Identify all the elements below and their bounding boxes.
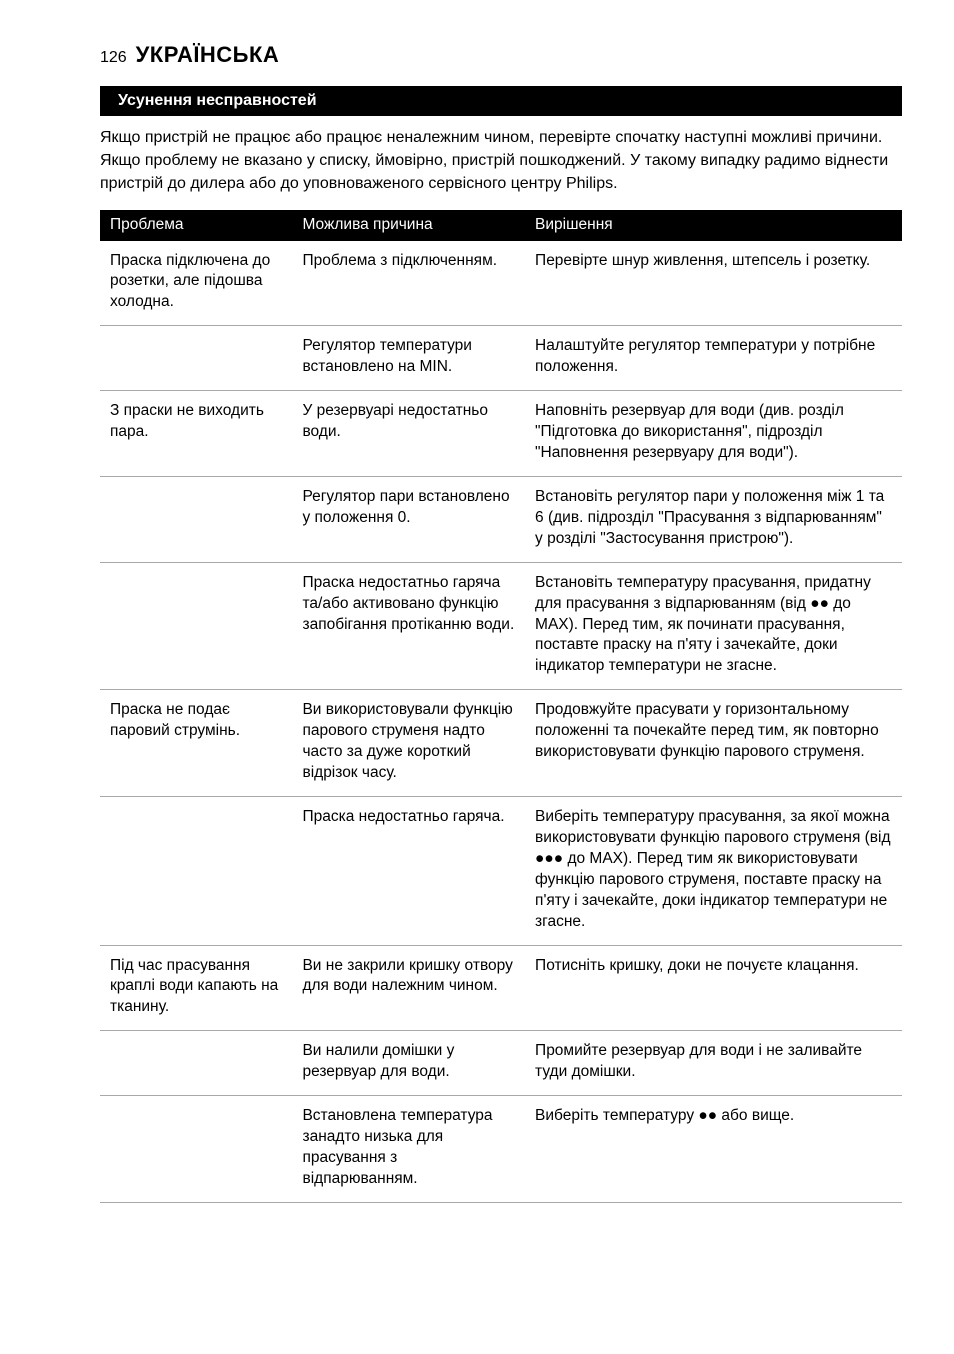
cell-problem	[100, 476, 292, 562]
cell-problem	[100, 562, 292, 690]
section-title-bar: Усунення несправностей	[100, 86, 902, 116]
table-row: Праска не подає паровий струмінь. Ви вик…	[100, 690, 902, 797]
cell-cause: Ви налили домішки у резервуар для води.	[292, 1031, 525, 1096]
cell-problem	[100, 1031, 292, 1096]
page-header: 126 УКРАЇНСЬКА	[0, 42, 954, 86]
table-row: Праска недостатньо гаряча та/або активов…	[100, 562, 902, 690]
col-header-problem: Проблема	[100, 210, 292, 241]
cell-cause: Ви використовували функцію парового стру…	[292, 690, 525, 797]
table-row: Регулятор пари встановлено у положення 0…	[100, 476, 902, 562]
cell-cause: Ви не закрили кришку отвору для води нал…	[292, 945, 525, 1031]
cell-cause: У резервуарі недостатньо води.	[292, 391, 525, 477]
col-header-solution: Вирішення	[525, 210, 902, 241]
cell-solution: Виберіть температуру прасування, за якої…	[525, 797, 902, 946]
cell-solution: Перевірте шнур живлення, штепсель і розе…	[525, 240, 902, 326]
page-number: 126	[100, 49, 127, 66]
table-row: З праски не виходить пара. У резервуарі …	[100, 391, 902, 477]
cell-solution: Встановіть температуру прасування, прида…	[525, 562, 902, 690]
col-header-cause: Можлива причина	[292, 210, 525, 241]
manual-page: 126 УКРАЇНСЬКА Усунення несправностей Як…	[0, 0, 954, 1243]
table-row: Під час прасування краплі води капають н…	[100, 945, 902, 1031]
cell-problem	[100, 1096, 292, 1203]
cell-solution: Наповніть резервуар для води (див. розді…	[525, 391, 902, 477]
table-row: Ви налили домішки у резервуар для води. …	[100, 1031, 902, 1096]
cell-solution: Встановіть регулятор пари у положення мі…	[525, 476, 902, 562]
cell-solution: Виберіть температуру ●● або вище.	[525, 1096, 902, 1203]
cell-cause: Регулятор температури встановлено на MIN…	[292, 326, 525, 391]
table-row: Праска недостатньо гаряча. Виберіть темп…	[100, 797, 902, 946]
cell-solution: Продовжуйте прасувати у горизонтальному …	[525, 690, 902, 797]
intro-paragraph: Якщо пристрій не працює або працює ненал…	[0, 126, 954, 210]
cell-solution: Налаштуйте регулятор температури у потрі…	[525, 326, 902, 391]
cell-problem: З праски не виходить пара.	[100, 391, 292, 477]
cell-problem	[100, 797, 292, 946]
cell-solution: Промийте резервуар для води і не заливай…	[525, 1031, 902, 1096]
troubleshooting-table: Проблема Можлива причина Вирішення Праск…	[100, 210, 902, 1203]
cell-solution: Потисніть кришку, доки не почуєте клацан…	[525, 945, 902, 1031]
cell-problem: Праска підключена до розетки, але підошв…	[100, 240, 292, 326]
cell-cause: Праска недостатньо гаряча.	[292, 797, 525, 946]
cell-problem: Праска не подає паровий струмінь.	[100, 690, 292, 797]
table-row: Регулятор температури встановлено на MIN…	[100, 326, 902, 391]
cell-cause: Проблема з підключенням.	[292, 240, 525, 326]
cell-cause: Праска недостатньо гаряча та/або активов…	[292, 562, 525, 690]
language-title: УКРАЇНСЬКА	[136, 42, 280, 67]
cell-cause: Встановлена температура занадто низька д…	[292, 1096, 525, 1203]
table-header-row: Проблема Можлива причина Вирішення	[100, 210, 902, 241]
cell-problem	[100, 326, 292, 391]
cell-cause: Регулятор пари встановлено у положення 0…	[292, 476, 525, 562]
table-row: Встановлена температура занадто низька д…	[100, 1096, 902, 1203]
table-row: Праска підключена до розетки, але підошв…	[100, 240, 902, 326]
cell-problem: Під час прасування краплі води капають н…	[100, 945, 292, 1031]
